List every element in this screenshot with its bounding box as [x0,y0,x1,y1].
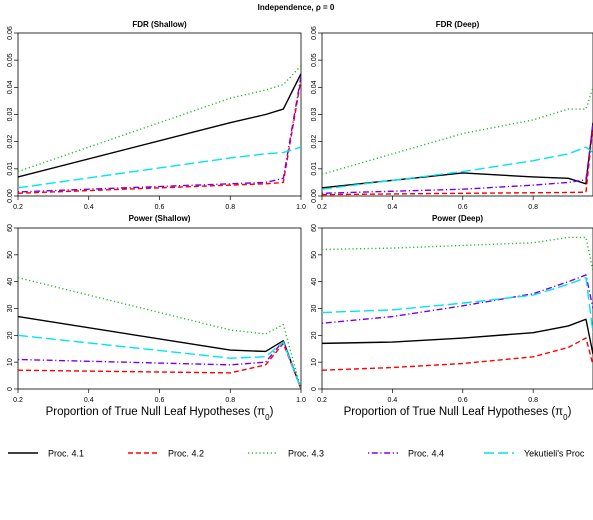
x-axis-label: Proportion of True Null Leaf Hypotheses … [344,406,572,422]
y-tick-label: 50 [7,251,14,259]
legend-label: Proc. 4.1 [48,449,84,459]
y-tick-label: 0.03 [311,108,318,122]
panel-fdr-deep: FDR (Deep) 0.00 0.01 0.02 0.03 0.04 0.05 0.06 0.… [311,20,593,211]
series-group [18,65,301,194]
panel-title: Power (Shallow) [129,214,191,223]
series-line-proc-4-2 [322,125,593,196]
y-tick-label: 20 [311,331,318,339]
y-tick-label: 60 [7,224,14,232]
series-line-proc-4-1 [322,318,593,355]
y-tick-label: 60 [311,224,318,232]
plot-frame [17,227,302,390]
series-line-proc-4-4 [18,340,301,389]
legend-label: Yekutieli's Proc [524,449,585,459]
series-line-yekutieli-s-proc [18,146,301,189]
x-tick-label: 0.4 [388,204,398,211]
series-line-proc-4-3 [322,87,593,175]
series-line-yekutieli-s-proc [322,146,593,190]
legend: Proc. 4.1 Proc. 4.2 Proc. 4.3 Proc. 4.4 Yeku… [8,449,585,459]
x-tick-label: 0.2 [13,204,23,211]
y-tick-label: 0.01 [7,162,14,176]
panel-power-shallow: Power (Shallow) 0 10 20 30 40 50 60 0.2 0.4 0.6 0.8… [7,214,306,422]
series-line-proc-4-3 [18,65,301,173]
x-tick-label: 1.0 [296,204,306,211]
y-tick-label: 0 [7,387,14,391]
plot-frame [321,32,593,197]
x-tick-label: 0.4 [84,397,94,404]
series-line-proc-4-3 [322,236,593,272]
y-tick-label: 30 [311,305,318,313]
series-line-proc-4-4 [322,274,593,324]
x-tick-label: 0.6 [155,204,165,211]
series-line-proc-4-3 [18,276,301,389]
panel-fdr-shallow: FDR (Shallow) 0.00 0.01 0.02 0.03 0.04 0.05 0.0… [7,20,306,211]
series-line-proc-4-4 [322,125,593,194]
y-tick-label: 0.02 [311,135,318,149]
x-tick-label: 0.8 [528,204,538,211]
series-line-proc-4-1 [18,73,301,178]
y-tick-label: 0.05 [311,53,318,67]
x-tick-label: 0.6 [458,397,468,404]
y-tick-label: 0.00 [7,189,14,203]
y-tick-label: 30 [7,305,14,313]
legend-label: Proc. 4.2 [168,449,204,459]
panel-power-deep: Power (Deep) 0 10 20 30 40 50 60 0.2 0.4 0.6 0.8 Pro… [311,214,593,422]
y-tick-label: 0.05 [7,53,14,67]
panels: FDR (Shallow) 0.00 0.01 0.02 0.03 0.04 0.05 0.0… [7,20,593,422]
series-line-yekutieli-s-proc [18,334,301,389]
x-tick-label: 1.0 [296,397,306,404]
x-tick-label: 0.8 [225,204,235,211]
series-group [322,87,593,196]
plot-frame [17,32,302,197]
x-tick-label: 0.4 [388,397,398,404]
series-line-yekutieli-s-proc [322,276,593,333]
series-line-proc-4-4 [18,76,301,193]
y-tick-label: 20 [7,331,14,339]
series-line-proc-4-2 [322,337,593,371]
x-tick-label: 0.8 [528,397,538,404]
x-tick-label: 0.2 [13,397,23,404]
legend-label: Proc. 4.4 [408,449,444,459]
series-group [322,236,593,371]
y-tick-label: 10 [7,358,14,366]
panel-title: Power (Deep) [432,214,483,223]
x-tick-label: 0.6 [155,397,165,404]
y-tick-label: 0 [311,387,318,391]
x-axis-label: Proportion of True Null Leaf Hypotheses … [46,406,274,422]
y-tick-label: 0.03 [7,108,14,122]
panel-title: FDR (Shallow) [132,20,187,29]
main-title: Independence, ρ = 0 [258,3,335,12]
y-tick-label: 40 [311,278,318,286]
x-tick-label: 0.8 [225,397,235,404]
plot-frame [321,227,593,390]
y-tick-label: 10 [311,358,318,366]
y-tick-label: 0.04 [311,80,318,94]
y-tick-label: 0.02 [7,135,14,149]
x-tick-label: 0.6 [458,204,468,211]
y-tick-label: 0.04 [7,80,14,94]
legend-label: Proc. 4.3 [288,449,324,459]
series-group [18,276,301,389]
y-tick-label: 50 [311,251,318,259]
y-tick-label: 0.01 [311,162,318,176]
x-tick-label: 0.4 [84,204,94,211]
y-tick-label: 0.06 [7,26,14,40]
y-tick-label: 0.06 [311,26,318,40]
x-tick-label: 0.2 [317,397,327,404]
series-line-proc-4-1 [322,122,593,189]
y-tick-label: 0.00 [311,189,318,203]
series-line-proc-4-2 [18,79,301,194]
x-tick-label: 0.2 [317,204,327,211]
series-line-proc-4-1 [18,315,301,389]
y-tick-label: 40 [7,278,14,286]
panel-title: FDR (Deep) [436,20,480,29]
